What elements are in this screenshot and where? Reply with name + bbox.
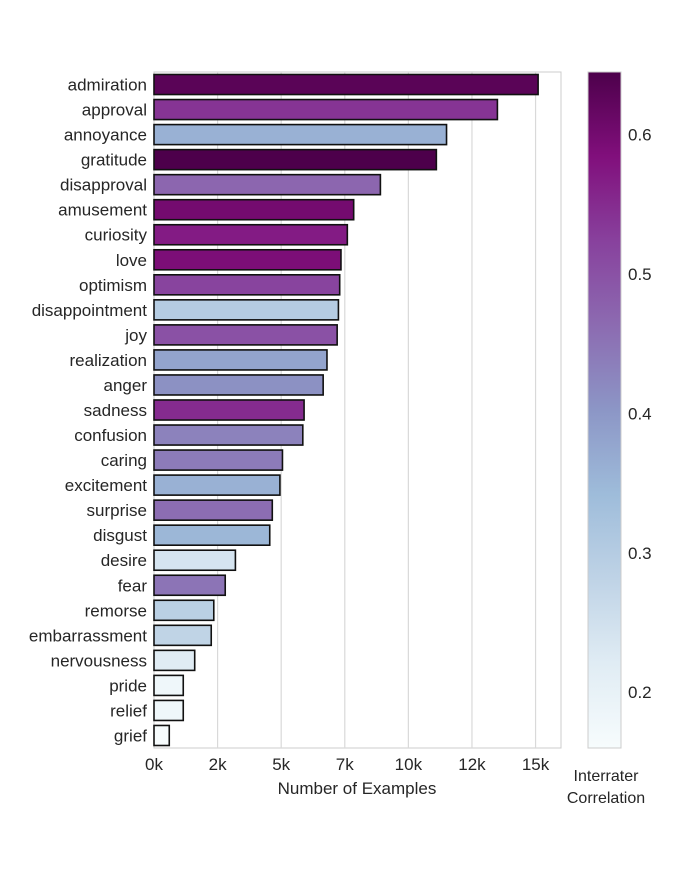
category-label: joy bbox=[124, 326, 147, 345]
category-label: sadness bbox=[84, 401, 147, 420]
colorbar-tick-label: 0.2 bbox=[628, 683, 652, 702]
category-label: confusion bbox=[74, 426, 147, 445]
bar-amusement bbox=[153, 198, 355, 221]
category-label: disapproval bbox=[60, 176, 147, 195]
bar-pride bbox=[153, 674, 185, 697]
category-label: approval bbox=[82, 101, 147, 120]
category-label: excitement bbox=[65, 476, 147, 495]
bar-approval bbox=[153, 98, 499, 121]
bar-realization bbox=[153, 349, 328, 371]
colorbar-tick-label: 0.3 bbox=[628, 544, 652, 563]
colorbar-tick-label: 0.4 bbox=[628, 404, 652, 423]
category-label: love bbox=[116, 251, 147, 270]
colorbar-label-line2: Correlation bbox=[567, 790, 645, 807]
x-tick-label: 0k bbox=[145, 755, 163, 774]
bar-surprise bbox=[153, 499, 274, 521]
bar-annoyance bbox=[153, 123, 448, 146]
category-label: gratitude bbox=[81, 151, 147, 170]
category-label: relief bbox=[110, 701, 147, 720]
category-label: embarrassment bbox=[29, 626, 147, 645]
x-tick-label: 5k bbox=[272, 755, 290, 774]
bar-joy bbox=[153, 324, 338, 346]
x-tick-label: 15k bbox=[522, 755, 550, 774]
bar-remorse bbox=[153, 599, 215, 622]
bar-disgust bbox=[153, 524, 271, 546]
bar-sadness bbox=[153, 399, 305, 421]
category-label: amusement bbox=[58, 201, 147, 220]
category-label: anger bbox=[104, 376, 148, 395]
category-label: surprise bbox=[87, 501, 147, 520]
bar-optimism bbox=[153, 273, 341, 296]
bar-relief bbox=[153, 699, 185, 722]
bar-caring bbox=[153, 449, 284, 471]
category-labels: admiration approval annoyance gratitude disa… bbox=[29, 76, 148, 746]
x-tick-labels: 0k 2k 5k 7k 10k 12k 15k bbox=[145, 755, 550, 774]
x-tick-label: 2k bbox=[209, 755, 227, 774]
category-label: remorse bbox=[85, 601, 147, 620]
category-label: annoyance bbox=[64, 126, 147, 145]
colorbar-ticks: 0.2 0.3 0.4 0.5 0.6 bbox=[628, 126, 652, 703]
bar-embarrassment bbox=[153, 624, 213, 647]
category-label: disappointment bbox=[32, 301, 148, 320]
colorbar-gradient bbox=[587, 71, 622, 749]
bar-curiosity bbox=[153, 223, 349, 246]
bar-confusion bbox=[153, 424, 304, 446]
bar-disapproval bbox=[153, 173, 382, 196]
bar-grief bbox=[153, 724, 171, 747]
bar-gratitude bbox=[153, 148, 438, 171]
bar-excitement bbox=[153, 474, 281, 496]
category-label: optimism bbox=[79, 276, 147, 295]
category-label: desire bbox=[101, 551, 147, 570]
bar-desire bbox=[153, 549, 237, 572]
category-label: pride bbox=[109, 676, 147, 695]
colorbar-label-line1: Interrater bbox=[574, 768, 640, 785]
category-label: grief bbox=[114, 726, 147, 745]
bar-nervousness bbox=[153, 649, 196, 672]
category-label: curiosity bbox=[85, 226, 148, 245]
category-label: disgust bbox=[93, 526, 147, 545]
bars bbox=[153, 73, 539, 747]
category-label: nervousness bbox=[51, 651, 147, 670]
x-tick-label: 12k bbox=[458, 755, 486, 774]
category-label: realization bbox=[70, 351, 148, 370]
bar-love bbox=[153, 248, 342, 271]
category-label: fear bbox=[118, 576, 148, 595]
x-tick-label: 10k bbox=[395, 755, 423, 774]
bar-disappointment bbox=[153, 299, 340, 321]
colorbar-tick-label: 0.5 bbox=[628, 265, 652, 284]
category-label: admiration bbox=[68, 76, 147, 95]
bar-fear bbox=[153, 574, 227, 597]
colorbar-tick-label: 0.6 bbox=[628, 126, 652, 145]
x-tick-label: 7k bbox=[336, 755, 354, 774]
category-label: caring bbox=[101, 451, 147, 470]
bar-admiration bbox=[153, 73, 539, 96]
colorbar: 0.2 0.3 0.4 0.5 0.6 Interrater Correlation bbox=[567, 71, 652, 807]
x-axis-label: Number of Examples bbox=[278, 779, 437, 798]
bar-anger bbox=[153, 374, 324, 396]
